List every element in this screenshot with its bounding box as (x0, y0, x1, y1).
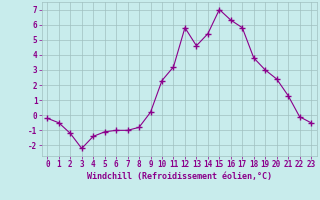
X-axis label: Windchill (Refroidissement éolien,°C): Windchill (Refroidissement éolien,°C) (87, 172, 272, 181)
